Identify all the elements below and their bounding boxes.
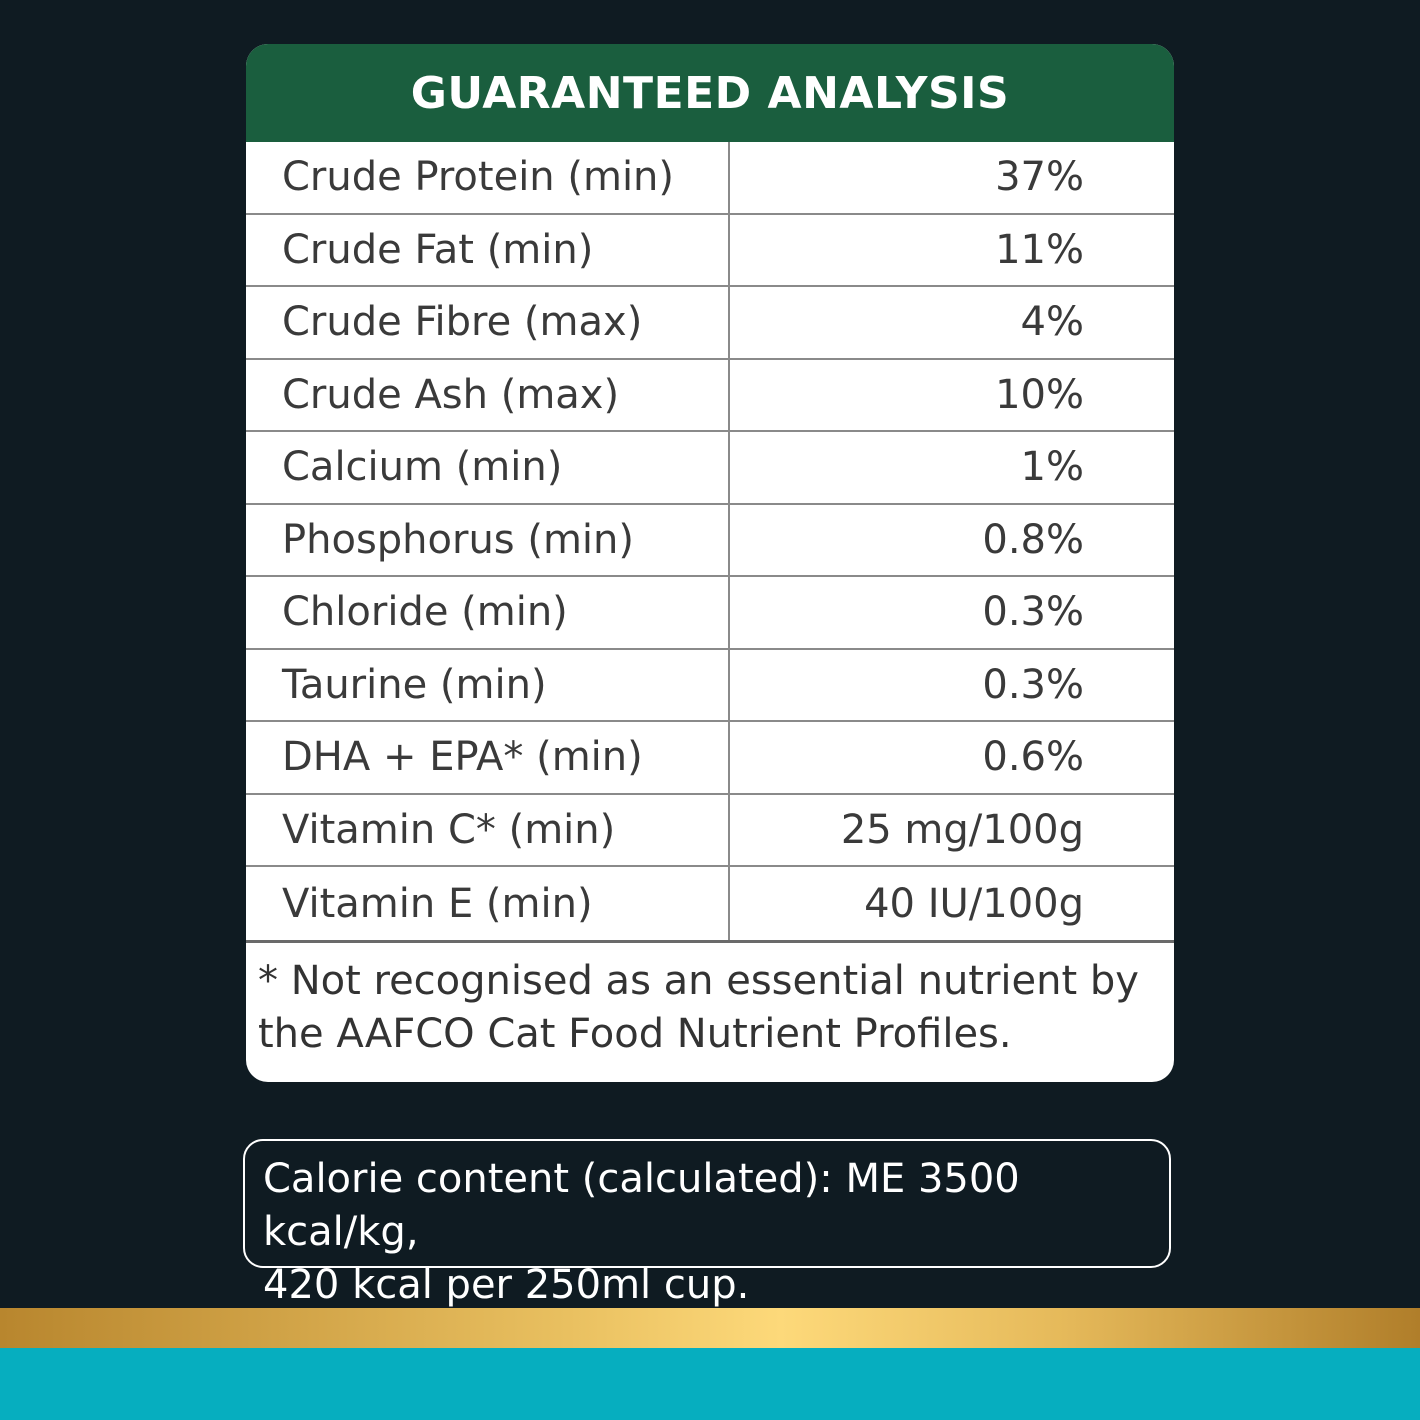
footnote-line: * Not recognised as an essential nutrien… [258,958,1139,1004]
analysis-card: GUARANTEED ANALYSIS Crude Protein (min) 3… [246,44,1174,1082]
nutrient-value: 0.3% [982,589,1084,636]
footnote: * Not recognised as an essential nutrien… [246,943,1174,1061]
table-row: Vitamin C* (min) 25 mg/100g [246,794,1174,867]
nutrient-label: Crude Fat (min) [246,214,730,285]
nutrient-value: 25 mg/100g [840,806,1084,853]
nutrient-label: Phosphorus (min) [246,504,730,575]
calorie-box: Calorie content (calculated): ME 3500 kc… [243,1139,1171,1308]
nutrient-label: DHA + EPA* (min) [246,722,730,793]
table-row: Taurine (min) 0.3% [246,649,1174,722]
nutrient-label: Crude Fibre (max) [246,287,730,358]
table-row: Calcium (min) 1% [246,432,1174,505]
footnote-line: the AAFCO Cat Food Nutrient Profiles. [258,1011,1012,1057]
analysis-table: Crude Protein (min) 37% Crude Fat (min) 11%… [246,142,1174,943]
nutrient-value: 10% [995,371,1084,418]
gold-band [0,1308,1420,1348]
nutrient-value: 40 IU/100g [864,880,1084,927]
nutrient-value: 11% [995,226,1084,273]
table-row: Crude Fibre (max) 4% [246,287,1174,360]
nutrient-label: Vitamin C* (min) [246,794,730,865]
table-row: Vitamin E (min) 40 IU/100g [246,867,1174,943]
nutrient-label: Taurine (min) [246,649,730,720]
teal-band [0,1348,1420,1420]
calorie-line: 420 kcal per 250ml cup. [263,1262,750,1308]
nutrient-value: 0.3% [982,661,1084,708]
nutrient-label: Vitamin E (min) [246,867,730,940]
card-title: GUARANTEED ANALYSIS [246,44,1174,142]
table-row: DHA + EPA* (min) 0.6% [246,722,1174,795]
nutrient-value: 1% [1020,444,1084,491]
nutrient-value: 0.6% [982,734,1084,781]
nutrient-label: Calcium (min) [246,432,730,503]
table-row: Chloride (min) 0.3% [246,577,1174,650]
table-row: Crude Fat (min) 11% [246,214,1174,287]
calorie-line: Calorie content (calculated): ME 3500 kc… [263,1156,1020,1255]
nutrient-value: 0.8% [982,516,1084,563]
nutrient-label: Chloride (min) [246,577,730,648]
nutrient-value: 4% [1020,299,1084,346]
nutrient-label: Crude Protein (min) [246,142,730,213]
table-row: Crude Protein (min) 37% [246,142,1174,215]
nutrient-value: 37% [995,154,1084,201]
table-row: Crude Ash (max) 10% [246,359,1174,432]
nutrient-label: Crude Ash (max) [246,359,730,430]
table-row: Phosphorus (min) 0.8% [246,504,1174,577]
